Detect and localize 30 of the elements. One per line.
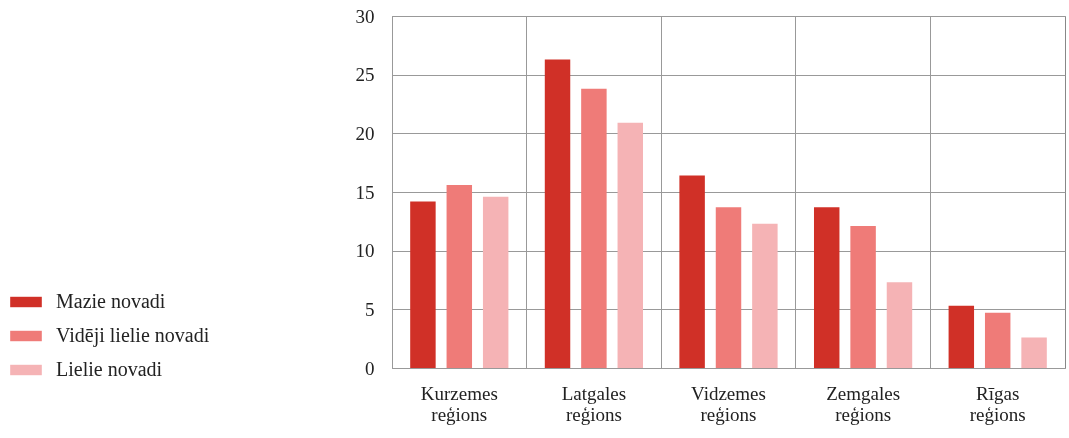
x-tick-label: Latgales reģions [561,382,627,425]
y-tick-label: 20 [355,122,375,144]
bar [482,196,509,368]
legend-label: Vidēji lielie novadi [56,324,210,347]
y-tick-label: 10 [355,240,375,262]
x-tick-label: Kurzemes reģions [420,382,498,425]
bar [581,88,607,368]
bar [679,175,705,368]
bar [813,207,840,368]
bar [544,59,571,368]
bar [886,282,913,368]
bar [715,207,742,368]
bar [984,312,1011,368]
bar [948,305,975,368]
x-tick-label: Zemgales reģions [826,382,901,425]
y-tick-label: 0 [365,357,375,379]
legend-label: Lielie novadi [56,358,163,380]
bar [1021,337,1047,368]
y-tick-label: 30 [355,5,375,27]
x-tick-label: Rīgas reģions [969,382,1026,425]
y-tick-label: 5 [365,298,375,320]
bar [850,226,876,368]
legend-label: Mazie novadi [56,290,166,312]
bar [752,223,778,368]
bar [446,184,473,368]
x-tick-label: Vidzemes reģions [691,382,766,425]
y-tick-label: 25 [355,64,375,86]
y-tick-label: 15 [355,181,375,203]
bar [410,201,436,368]
bar [617,122,644,368]
